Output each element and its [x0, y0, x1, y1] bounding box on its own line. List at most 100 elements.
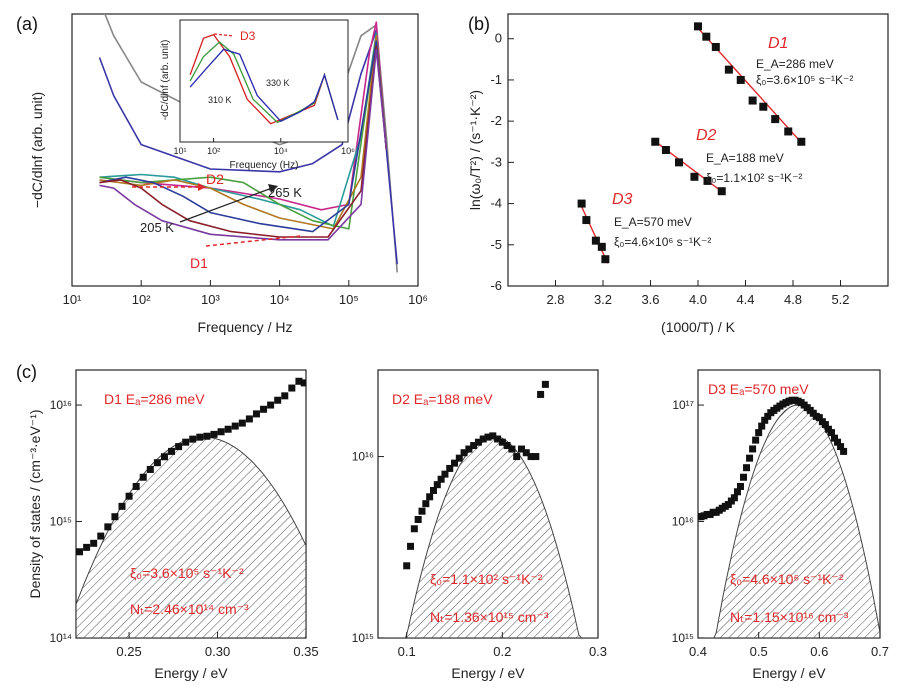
c1-point-29 [281, 392, 289, 400]
inset-xtick-label-1: 10² [207, 146, 220, 156]
c1-ytick-label-1: 10¹⁵ [50, 515, 72, 529]
panel-a-inset: 10¹ 10² 10⁴ 10⁶ Frequency (Hz) -dC/dlnf (ar… [160, 19, 355, 171]
c2-point-0 [403, 562, 411, 570]
c1-ylabel: Density of states / (cm⁻³·eV⁻¹) [27, 409, 43, 598]
c1-point-18 [203, 432, 211, 440]
b-d1-ea: E_A=286 meV [756, 57, 834, 71]
c2-point-2 [410, 525, 418, 533]
c2-point-6 [426, 493, 434, 501]
b-point-0-7 [771, 115, 780, 124]
a-xtick-label-0: 10¹ [63, 292, 82, 307]
temp-arrow [179, 187, 273, 223]
c2-point-7 [429, 487, 437, 495]
c1-point-2 [90, 539, 98, 547]
c1-yticks: 10¹⁴ 10¹⁵ 10¹⁶ [50, 398, 82, 645]
c1-xtick-label-1: 0.30 [205, 644, 230, 659]
c1-point-28 [274, 396, 282, 404]
c2-xtick-label-0: 0.1 [398, 644, 416, 659]
c2-point-11 [446, 464, 454, 472]
c3-point-16 [743, 464, 751, 472]
panel-a-frame [71, 13, 419, 287]
b-point-2-2 [591, 236, 600, 245]
c3-xtick-label-2: 0.6 [810, 644, 828, 659]
d1-arrow [205, 235, 301, 247]
c3-point-42 [821, 421, 829, 429]
panel-b-xlabel: (1000/T) / K [661, 319, 736, 335]
inset-xticks: 10¹ 10² 10⁴ 10⁶ [173, 138, 355, 156]
c1-point-24 [245, 415, 253, 423]
panel-label-b: (b) [468, 14, 490, 34]
b-d3-xi: ξ₀=4.6×10⁶ s⁻¹K⁻² [614, 235, 711, 249]
c2-point-30 [537, 390, 545, 398]
c1-point-6 [118, 502, 126, 510]
panel-b-ylabel: ln(ω₀/T²) / (s⁻¹·K⁻²) [467, 90, 483, 210]
b-d2-xi: ξ₀=1.1×10² s⁻¹K⁻² [706, 171, 802, 185]
c3-point-23 [764, 412, 772, 420]
c3-xi0: ξ₀=4.6×10⁶ s⁻¹K⁻² [730, 571, 844, 587]
panel-c3: 0.4 0.5 0.6 0.7 10¹⁵ 10¹⁶ 10¹⁷ Energy / eV D3… [672, 369, 889, 681]
c3-xlabel: Energy / eV [752, 665, 826, 681]
c2-point-16 [470, 442, 478, 450]
b-ytick-label-6: -6 [490, 278, 502, 293]
c3-gaussian [698, 404, 880, 638]
c2-point-22 [498, 438, 506, 446]
d2-label: D2 [206, 171, 224, 187]
b-point-1-0 [651, 137, 660, 146]
c1-point-25 [252, 410, 260, 418]
c3-point-20 [755, 429, 763, 437]
c3-points [698, 396, 848, 521]
panel-b-marks [577, 22, 806, 264]
c3-point-13 [733, 488, 741, 496]
c1-point-11 [153, 459, 161, 467]
a-series-line-8 [99, 48, 388, 241]
c2-point-3 [414, 515, 422, 523]
c2-xticks: 0.1 0.2 0.3 [398, 632, 607, 659]
b-d3-ea: E_A=570 meV [614, 215, 692, 229]
c3-ytick-label-0: 10¹⁵ [672, 631, 694, 645]
c1-point-3 [97, 532, 105, 540]
d3-label: D3 [240, 29, 256, 43]
inset-series [189, 33, 339, 125]
b-ytick-label-4: -4 [490, 196, 502, 211]
c2-title: D2 Eₐ=188 meV [392, 391, 493, 407]
b-point-0-9 [797, 137, 806, 146]
panel-a-series [98, 14, 398, 273]
panel-a: 10¹ 10² 10³ 10⁴ 10⁵ 10⁶ Frequency / Hz −dC/dl… [29, 13, 428, 335]
c1-point-7 [125, 492, 133, 500]
b-point-0-1 [702, 32, 711, 41]
c2-gauss-area [378, 435, 598, 638]
b-point-0-2 [711, 42, 720, 51]
inset-t-high: 330 K [266, 78, 290, 88]
b-point-1-2 [675, 158, 683, 167]
c1-xtick-label-0: 0.25 [116, 644, 141, 659]
c3-point-46 [834, 438, 842, 446]
a-series-line-6 [99, 40, 388, 233]
c2-yticks: 10¹⁵ 10¹⁶ [352, 450, 384, 645]
a-xtick-label-4: 10⁵ [339, 292, 359, 307]
c3-point-18 [749, 445, 757, 453]
temp-arrowhead [268, 184, 278, 193]
b-point-2-0 [577, 199, 586, 208]
c3-point-45 [831, 434, 838, 442]
c1-point-5 [111, 513, 119, 521]
b-point-0-5 [748, 96, 757, 105]
t-low-label: 205 K [140, 220, 174, 235]
c2-point-27 [522, 449, 530, 457]
c2-point-21 [494, 435, 502, 443]
c1-point-20 [217, 428, 225, 436]
c3-ytick-label-2: 10¹⁷ [672, 398, 694, 412]
b-point-1-5 [717, 187, 726, 196]
c2-point-18 [479, 435, 487, 443]
b-point-2-3 [597, 242, 606, 251]
inset-xtick-label-3: 10⁶ [341, 146, 355, 156]
c3-point-14 [736, 482, 744, 490]
c2-nt: Nₜ=1.36×10¹⁵ cm⁻³ [430, 609, 549, 625]
c1-nt: Nₜ=2.46×10¹⁴ cm⁻³ [130, 601, 249, 617]
c2-xtick-label-1: 0.2 [493, 644, 511, 659]
panel-a-xticks: 10¹ 10² 10³ 10⁴ 10⁵ 10⁶ [63, 280, 428, 307]
c3-xtick-label-3: 0.7 [871, 644, 889, 659]
b-xtick-label-1: 3.2 [594, 292, 612, 307]
c2-ytick-label-0: 10¹⁵ [352, 631, 374, 645]
c3-point-17 [746, 454, 754, 462]
c2-point-23 [503, 442, 511, 450]
